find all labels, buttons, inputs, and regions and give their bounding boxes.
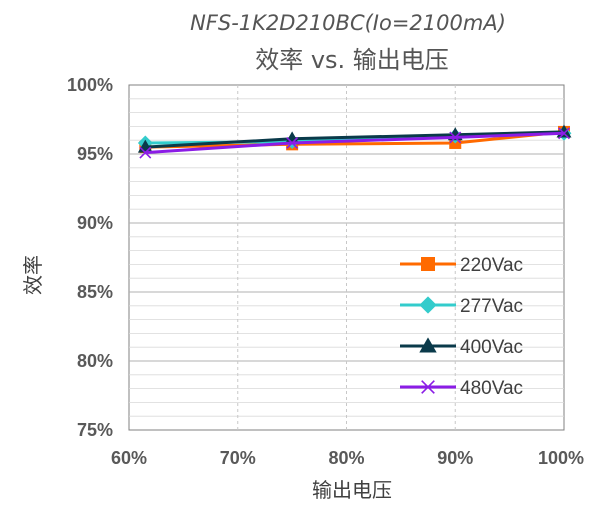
- x-marker: [558, 127, 570, 140]
- legend-item: 220Vac: [400, 255, 523, 276]
- chart-title: NFS-1K2D210BC(Io=2100mA): [190, 11, 506, 35]
- series-line: [145, 130, 565, 149]
- x-tick-label: 80%: [328, 448, 364, 468]
- x-marker: [449, 131, 462, 144]
- legend-label: 400Vac: [460, 337, 523, 358]
- triangle-marker: [284, 131, 300, 145]
- grid: [129, 85, 564, 430]
- x-axis-label: 输出电压: [312, 478, 392, 502]
- legend-label: 220Vac: [460, 255, 523, 276]
- x-marker: [286, 136, 299, 149]
- series-line: [145, 130, 565, 149]
- legend-label: 277Vac: [460, 296, 523, 317]
- x-tick-label: 60%: [111, 448, 147, 468]
- x-tick-label: 90%: [437, 448, 473, 468]
- legend: 220Vac 277Vac 400Vac 480Vac: [400, 255, 523, 399]
- y-tick-label: 80%: [77, 351, 113, 371]
- series-line: [145, 131, 565, 155]
- y-tick-label: 95%: [77, 144, 113, 164]
- triangle-marker: [419, 337, 437, 353]
- square-marker: [421, 257, 435, 271]
- series-layer: [137, 124, 572, 159]
- y-tick-label: 100%: [67, 75, 113, 95]
- legend-item: 400Vac: [400, 337, 523, 358]
- x-tick-label: 100%: [538, 448, 584, 468]
- y-axis-label: 效率: [21, 255, 45, 295]
- legend-item: 480Vac: [400, 378, 523, 399]
- y-tick-label: 90%: [77, 213, 113, 233]
- y-tick-label: 75%: [77, 420, 113, 440]
- series-480Vac: [139, 127, 570, 159]
- chart-subtitle: 效率 vs. 输出电压: [255, 46, 449, 74]
- y-tick-label: 85%: [77, 282, 113, 302]
- legend-item: 277Vac: [400, 296, 523, 317]
- tick-labels: 75% 80% 85% 90% 95% 100% 60% 70% 80% 90% 100%: [67, 75, 584, 468]
- x-marker: [421, 380, 435, 394]
- x-tick-label: 70%: [220, 448, 256, 468]
- diamond-marker: [419, 296, 437, 314]
- legend-label: 480Vac: [460, 378, 523, 399]
- x-marker: [139, 146, 152, 159]
